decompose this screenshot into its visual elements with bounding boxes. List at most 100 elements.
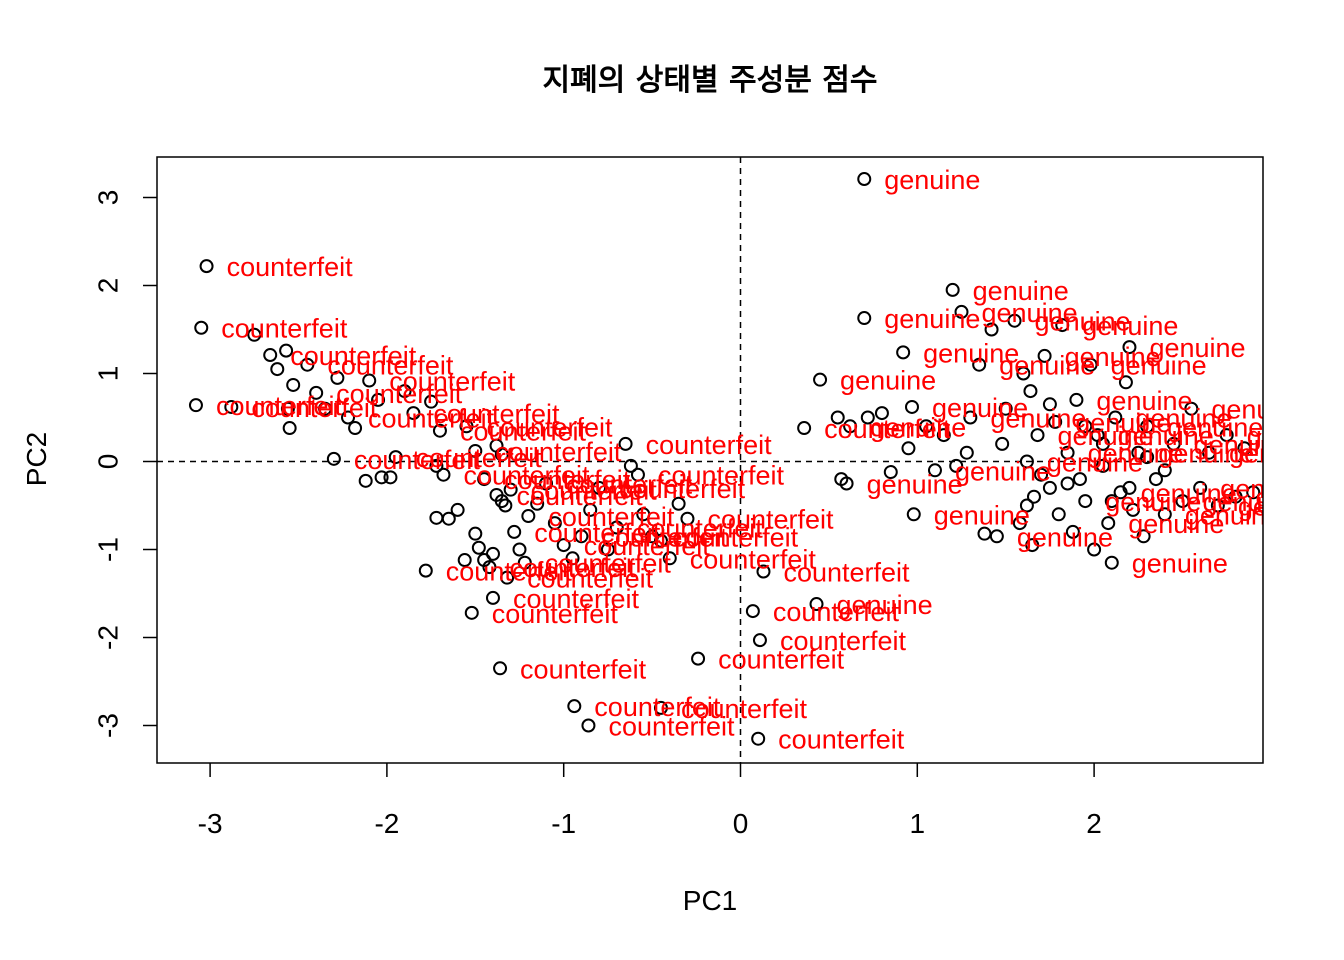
data-point-counterfeit bbox=[581, 718, 596, 733]
data-point-counterfeit bbox=[494, 447, 509, 462]
y-tick-label: -3 bbox=[92, 713, 123, 738]
point-label-counterfeit: counterfeit bbox=[446, 557, 573, 587]
data-point-genuine bbox=[843, 419, 858, 434]
data-point-genuine bbox=[906, 507, 921, 522]
point-label-counterfeit: counterfeit bbox=[290, 341, 417, 371]
data-point-counterfeit bbox=[429, 458, 444, 473]
point-label-counterfeit: counterfeit bbox=[637, 514, 764, 544]
point-label-counterfeit: counterfeit bbox=[492, 599, 619, 629]
data-point-genuine bbox=[1048, 414, 1063, 429]
point-label-genuine: genuine bbox=[934, 500, 1030, 530]
point-label-genuine: genuine bbox=[1203, 487, 1299, 517]
data-point-counterfeit bbox=[224, 399, 239, 414]
point-label-genuine: genuine bbox=[884, 165, 980, 195]
data-point-genuine bbox=[927, 463, 942, 478]
point-label-genuine: genuine bbox=[1185, 500, 1281, 530]
data-point-genuine bbox=[1034, 467, 1049, 482]
data-point-genuine bbox=[1016, 366, 1031, 381]
data-point-genuine bbox=[1060, 445, 1075, 460]
x-tick-label: -1 bbox=[551, 808, 576, 839]
point-label-counterfeit: counterfeit bbox=[531, 476, 658, 506]
point-label-genuine: genuine bbox=[1065, 342, 1161, 372]
data-point-genuine bbox=[972, 357, 987, 372]
data-point-genuine bbox=[954, 304, 969, 319]
data-point-counterfeit bbox=[194, 320, 209, 335]
data-point-counterfeit bbox=[662, 551, 677, 566]
data-point-counterfeit bbox=[556, 538, 571, 553]
point-label-genuine: genuine bbox=[1105, 487, 1201, 517]
data-point-counterfeit bbox=[517, 555, 532, 570]
data-point-counterfeit bbox=[432, 423, 447, 438]
data-point-genuine bbox=[1166, 436, 1181, 451]
data-point-counterfeit bbox=[279, 343, 294, 358]
point-label-genuine: genuine bbox=[1238, 492, 1334, 522]
data-point-genuine bbox=[896, 345, 911, 360]
data-point-counterfeit bbox=[280, 401, 295, 416]
point-label-counterfeit: counterfeit bbox=[545, 549, 672, 579]
point-label-genuine: genuine bbox=[867, 470, 963, 500]
data-point-genuine bbox=[1037, 348, 1052, 363]
plot-frame bbox=[156, 156, 1264, 764]
data-point-genuine bbox=[1157, 463, 1172, 478]
data-point-counterfeit bbox=[348, 421, 363, 436]
data-point-genuine bbox=[959, 445, 974, 460]
point-label-counterfeit: counterfeit bbox=[783, 558, 910, 588]
data-point-counterfeit bbox=[468, 443, 483, 458]
point-labels: counterfeitcounterfeitcounterfeitcounter… bbox=[216, 165, 1344, 755]
x-tick-label: -3 bbox=[198, 808, 223, 839]
data-point-counterfeit bbox=[482, 560, 497, 575]
data-point-genuine bbox=[1007, 313, 1022, 328]
point-label-genuine: genuine bbox=[1135, 404, 1231, 434]
point-label-genuine: genuine bbox=[1128, 509, 1224, 539]
point-label-genuine: genuine bbox=[837, 590, 933, 620]
y-tick-label: 3 bbox=[92, 190, 123, 206]
point-label-genuine: genuine bbox=[1264, 434, 1344, 464]
point-label-counterfeit: counterfeit bbox=[460, 417, 587, 447]
data-point-counterfeit bbox=[547, 516, 562, 531]
point-label-counterfeit: counterfeit bbox=[601, 522, 728, 552]
data-point-counterfeit bbox=[282, 421, 297, 436]
data-point-genuine bbox=[1019, 498, 1034, 513]
point-label-genuine: genuine bbox=[1141, 478, 1237, 508]
data-point-counterfeit bbox=[457, 553, 472, 568]
data-point-genuine bbox=[1202, 445, 1217, 460]
data-point-counterfeit bbox=[618, 436, 633, 451]
data-point-genuine bbox=[963, 410, 978, 425]
point-label-genuine: genuine bbox=[1075, 408, 1171, 438]
point-label-counterfeit: counterfeit bbox=[327, 351, 454, 381]
data-point-counterfeit bbox=[362, 373, 377, 388]
point-label-counterfeit: counterfeit bbox=[780, 626, 907, 656]
point-label-genuine: genuine bbox=[1088, 439, 1184, 469]
data-point-genuine bbox=[1042, 480, 1057, 495]
data-point-counterfeit bbox=[429, 510, 444, 525]
x-tick-label: 1 bbox=[910, 808, 926, 839]
data-point-genuine bbox=[904, 399, 919, 414]
data-point-genuine bbox=[860, 410, 875, 425]
point-label-counterfeit: counterfeit bbox=[718, 645, 845, 675]
data-point-counterfeit bbox=[199, 259, 214, 274]
point-label-counterfeit: counterfeit bbox=[690, 544, 817, 574]
data-point-genuine bbox=[1078, 494, 1093, 509]
data-point-counterfeit bbox=[797, 421, 812, 436]
data-point-genuine bbox=[1019, 454, 1034, 469]
data-point-genuine bbox=[1055, 318, 1070, 333]
point-label-genuine: genuine bbox=[1220, 474, 1316, 504]
data-point-counterfeit bbox=[745, 604, 760, 619]
data-point-genuine bbox=[1184, 401, 1199, 416]
data-point-counterfeit bbox=[464, 605, 479, 620]
data-point-genuine bbox=[1118, 375, 1133, 390]
data-point-counterfeit bbox=[507, 524, 522, 539]
data-point-genuine bbox=[1136, 529, 1151, 544]
data-point-genuine bbox=[949, 458, 964, 473]
x-axis-title: PC1 bbox=[683, 885, 737, 916]
axes: -3 -2 -1 0 1 2 -3 -2 -1 0 1 2 3 bbox=[92, 190, 1101, 839]
data-point-counterfeit bbox=[418, 563, 433, 578]
chart-title: 지폐의 상태별 주성분 점수 bbox=[543, 63, 878, 98]
data-point-counterfeit bbox=[341, 410, 356, 425]
point-label-genuine: genuine bbox=[1111, 351, 1207, 381]
point-label-counterfeit: counterfeit bbox=[495, 437, 622, 467]
data-point-genuine bbox=[1140, 419, 1155, 434]
data-point-counterfeit bbox=[326, 451, 341, 466]
data-point-counterfeit bbox=[567, 699, 582, 714]
data-point-genuine bbox=[1030, 428, 1045, 443]
